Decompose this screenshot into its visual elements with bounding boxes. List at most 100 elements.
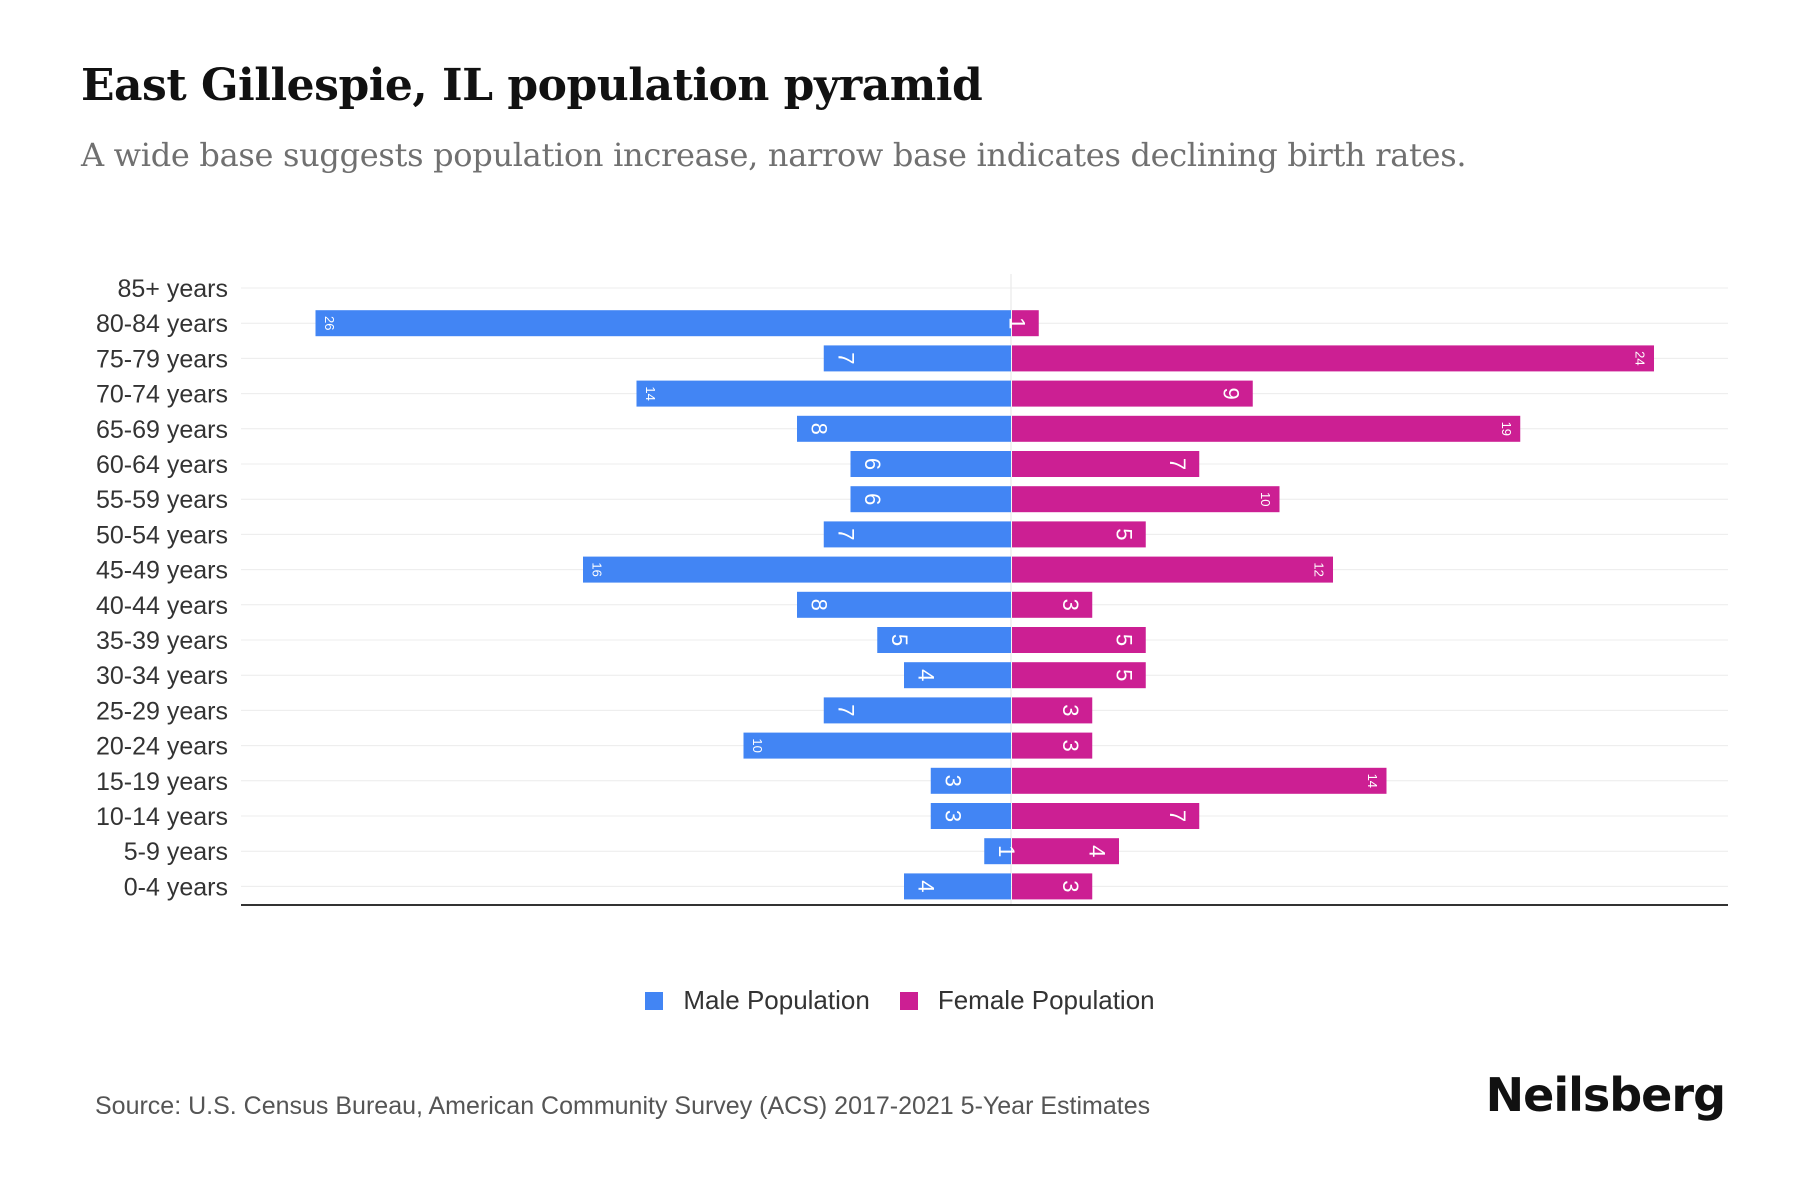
male-bar[interactable] [823,345,1011,372]
male-value-label: 3 [940,810,965,822]
age-label: 45-49 years [96,557,228,585]
chart-subtitle: A wide base suggests population increase… [81,136,1467,174]
age-label: 80-84 years [96,310,228,338]
age-label: 20-24 years [96,733,228,761]
male-bar[interactable] [583,556,1011,583]
male-value-label: 14 [643,386,658,400]
age-label: 30-34 years [96,662,228,690]
female-value-label: 19 [1499,422,1514,436]
male-bar[interactable] [823,521,1011,548]
male-bar[interactable] [315,310,1012,337]
male-value-label: 26 [322,316,337,330]
age-label: 70-74 years [96,381,228,409]
female-value-label: 10 [1258,492,1273,506]
male-value-label: 7 [833,704,858,716]
legend-swatch-male [645,991,664,1010]
male-bar[interactable] [930,767,1011,794]
female-value-label: 14 [1365,774,1380,788]
male-bar[interactable] [904,662,1011,689]
female-bar[interactable] [1012,662,1146,689]
male-bar[interactable] [823,697,1011,724]
male-value-label: 7 [833,528,858,540]
male-value-label: 6 [860,493,885,505]
female-value-label: 3 [1058,599,1083,611]
female-value-label: 9 [1218,387,1243,399]
female-bar[interactable] [1012,415,1521,442]
legend-item-male[interactable]: Male Population [645,985,870,1016]
female-value-label: 5 [1111,528,1136,540]
source-note: Source: U.S. Census Bureau, American Com… [95,1092,1151,1120]
male-bar[interactable] [850,486,1012,513]
female-value-label: 3 [1058,739,1083,751]
age-label: 75-79 years [96,345,228,373]
male-value-label: 16 [590,562,605,576]
male-bar[interactable] [930,803,1011,829]
age-label: 35-39 years [96,627,228,655]
male-bar[interactable] [636,380,1012,407]
male-value-label: 6 [860,458,885,470]
legend-item-female[interactable]: Female Population [899,985,1155,1016]
chart-title: East Gillespie, IL population pyramid [81,60,983,111]
male-bar[interactable] [877,627,1011,653]
female-bar[interactable] [1012,627,1146,653]
male-value-label: 10 [750,738,765,752]
age-label: 40-44 years [96,592,228,620]
male-value-label: 3 [940,775,965,787]
male-bar[interactable] [984,838,1011,865]
female-value-label: 4 [1085,845,1110,857]
female-value-label: 7 [1165,458,1190,470]
female-bar[interactable] [1012,803,1200,829]
legend-label-male: Male Population [683,985,870,1015]
age-label: 85+ years [118,275,229,303]
legend-label-female: Female Population [937,985,1155,1015]
female-bar[interactable] [1012,451,1200,477]
male-value-label: 5 [887,634,912,646]
male-bar[interactable] [850,451,1012,477]
female-bar[interactable] [1012,767,1387,794]
male-bar[interactable] [743,732,1012,759]
male-value-label: 4 [914,669,939,681]
age-label: 15-19 years [96,768,228,796]
male-bar[interactable] [797,591,1011,618]
female-bar[interactable] [1012,380,1253,407]
female-bar[interactable] [1012,732,1093,759]
female-bar[interactable] [1012,591,1093,618]
female-bar[interactable] [1012,486,1280,513]
legend-swatch-female [899,991,918,1010]
female-bar[interactable] [1012,345,1654,372]
female-value-label: 24 [1633,351,1648,365]
male-value-label: 4 [914,880,939,892]
age-label: 25-29 years [96,697,228,725]
age-label: 55-59 years [96,486,228,514]
male-value-label: 1 [994,845,1019,857]
female-bar[interactable] [1012,838,1119,865]
female-bar[interactable] [1012,556,1333,583]
female-bar[interactable] [1012,521,1146,548]
age-label: 5-9 years [124,838,228,866]
male-value-label: 8 [807,423,832,435]
male-bar[interactable] [904,873,1011,900]
chart-legend: Male Population Female Population [0,985,1800,1016]
female-value-label: 3 [1058,880,1083,892]
age-label: 0-4 years [124,873,228,901]
bars [315,310,1654,900]
age-label: 50-54 years [96,521,228,549]
female-value-label: 12 [1312,562,1327,576]
female-bar[interactable] [1012,873,1093,900]
male-bar[interactable] [797,415,1011,442]
female-value-label: 7 [1165,810,1190,822]
female-bar[interactable] [1012,310,1039,337]
male-value-label: 7 [833,352,858,364]
female-bar[interactable] [1012,697,1093,724]
female-value-label: 5 [1111,669,1136,681]
age-label: 10-14 years [96,803,228,831]
age-label: 60-64 years [96,451,228,479]
brand-logo: Neilsberg [1485,1068,1726,1122]
population-pyramid-chart: 85+ years 80-84 years 75-79 years 70-74 yea… [96,274,1728,906]
male-value-label: 8 [807,599,832,611]
female-value-label: 5 [1111,634,1136,646]
female-value-label: 1 [1004,317,1029,329]
age-labels: 85+ years 80-84 years 75-79 years 70-74 yea… [96,275,228,901]
age-label: 65-69 years [96,416,228,444]
